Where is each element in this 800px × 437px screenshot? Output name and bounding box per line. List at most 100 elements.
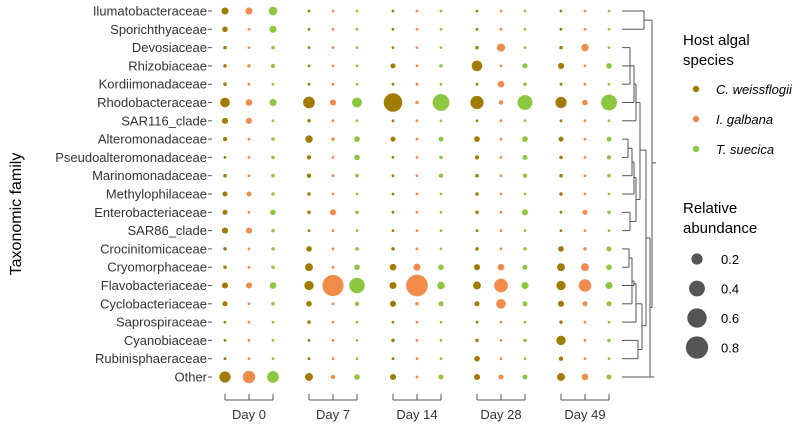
bubble-point xyxy=(223,339,227,342)
bubble-point xyxy=(583,137,587,141)
bubble-point xyxy=(270,63,276,69)
bubble-point xyxy=(247,82,251,86)
y-tick-label: Devosiaceae xyxy=(132,40,207,55)
bubble-point xyxy=(439,192,443,196)
bubble-point xyxy=(247,174,251,178)
bubble-point xyxy=(583,119,587,123)
bubble-point xyxy=(306,173,312,178)
bubble-point xyxy=(391,338,395,343)
bubble-point xyxy=(523,192,527,196)
bubble-point xyxy=(607,357,611,361)
bubble-point xyxy=(331,156,335,159)
bubble-point xyxy=(247,247,251,251)
bubble-point xyxy=(331,247,335,251)
bubble-point xyxy=(391,156,395,159)
bubble-point xyxy=(331,46,335,49)
bubble-point xyxy=(607,119,611,123)
bubble-point xyxy=(355,339,359,342)
bubble-point xyxy=(581,263,589,272)
bubble-point xyxy=(331,229,335,233)
bubble-point xyxy=(559,82,563,86)
bubble-point xyxy=(474,301,480,307)
bubble-point xyxy=(247,46,251,49)
bubble-point xyxy=(331,27,335,31)
bubble-point xyxy=(391,320,395,324)
bubble-point xyxy=(304,280,314,291)
bubble-point xyxy=(223,247,227,251)
y-tick-label: Marinomonadaceae xyxy=(92,168,207,183)
y-tick-label: Methylophilaceae xyxy=(106,187,207,202)
legend-swatch xyxy=(692,145,700,153)
y-tick-label: SAR116_clade xyxy=(121,113,207,128)
bubble-point xyxy=(355,9,359,13)
bubble-point xyxy=(270,209,276,216)
bubble-point xyxy=(271,192,275,196)
bubble-point xyxy=(223,45,227,50)
bubble-point xyxy=(432,94,450,111)
y-tick-label: Cyanobiaceae xyxy=(124,333,207,348)
bubble-point xyxy=(582,99,588,106)
bubble-point xyxy=(557,62,565,69)
bubble-point xyxy=(352,97,362,108)
bubble-point xyxy=(415,100,419,105)
x-tick-label: Day 14 xyxy=(396,407,437,422)
bubble-point xyxy=(221,227,229,234)
legend-title-host-line2: species xyxy=(683,52,734,69)
bubble-point xyxy=(474,155,480,160)
bubble-point xyxy=(389,263,397,271)
bubble-point xyxy=(247,265,251,269)
bubble-point xyxy=(245,7,253,15)
bubble-point xyxy=(271,228,275,233)
bubble-point xyxy=(391,210,395,214)
bubble-point xyxy=(269,282,277,289)
bubble-point xyxy=(415,119,419,123)
bubble-point xyxy=(391,247,395,251)
bubble-point xyxy=(271,119,275,123)
bubble-point xyxy=(415,64,419,68)
legend-label: C. weissflogii xyxy=(716,82,793,97)
bubble-point xyxy=(354,136,360,142)
bubble-point xyxy=(390,63,396,69)
legend-size-label: 0.2 xyxy=(721,252,739,267)
bubble-point xyxy=(271,265,275,269)
bubble-point xyxy=(307,192,311,196)
bubble-point xyxy=(583,339,587,342)
y-tick-label: Rhodobacteraceae xyxy=(97,95,207,110)
bubble-point xyxy=(523,46,527,49)
y-tick-label: Other xyxy=(174,370,207,385)
bubble-point xyxy=(355,46,359,49)
bubble-point xyxy=(607,27,611,31)
y-tick-label: Cryomorphaceae xyxy=(107,260,207,275)
bubble-point xyxy=(439,320,443,324)
bubble-point xyxy=(607,9,611,13)
bubble-point xyxy=(522,374,528,380)
bubble-point xyxy=(247,339,251,342)
bubble-point xyxy=(415,375,419,379)
x-tick-label: Day 28 xyxy=(480,407,521,422)
bubble-point xyxy=(559,320,563,324)
bubble-point xyxy=(242,370,256,384)
bubble-point xyxy=(415,247,419,251)
bubble-point xyxy=(245,99,253,106)
legend: Host algal species C. weissflogii I. galban… xyxy=(683,32,793,359)
bubble-point xyxy=(349,277,365,294)
bubble-point xyxy=(391,46,395,49)
bubble-point xyxy=(415,27,419,31)
bubble-point xyxy=(583,192,587,196)
y-tick-label: Sporichthyaceae xyxy=(110,22,207,37)
bubble-point xyxy=(271,45,275,50)
bubble-point xyxy=(558,246,564,252)
bubble-point xyxy=(306,246,312,252)
bubble-point xyxy=(607,82,611,86)
y-tick-label: Rhizobiaceae xyxy=(128,58,207,73)
bubble-point xyxy=(523,338,527,343)
bubble-point xyxy=(583,357,587,361)
bubble-point xyxy=(559,173,563,178)
bubble-point xyxy=(498,374,504,380)
bubble-point xyxy=(268,6,278,16)
bubble-point xyxy=(330,374,336,380)
bubble-point xyxy=(601,94,617,111)
bubble-point xyxy=(271,137,275,141)
bubble-point xyxy=(305,135,313,143)
